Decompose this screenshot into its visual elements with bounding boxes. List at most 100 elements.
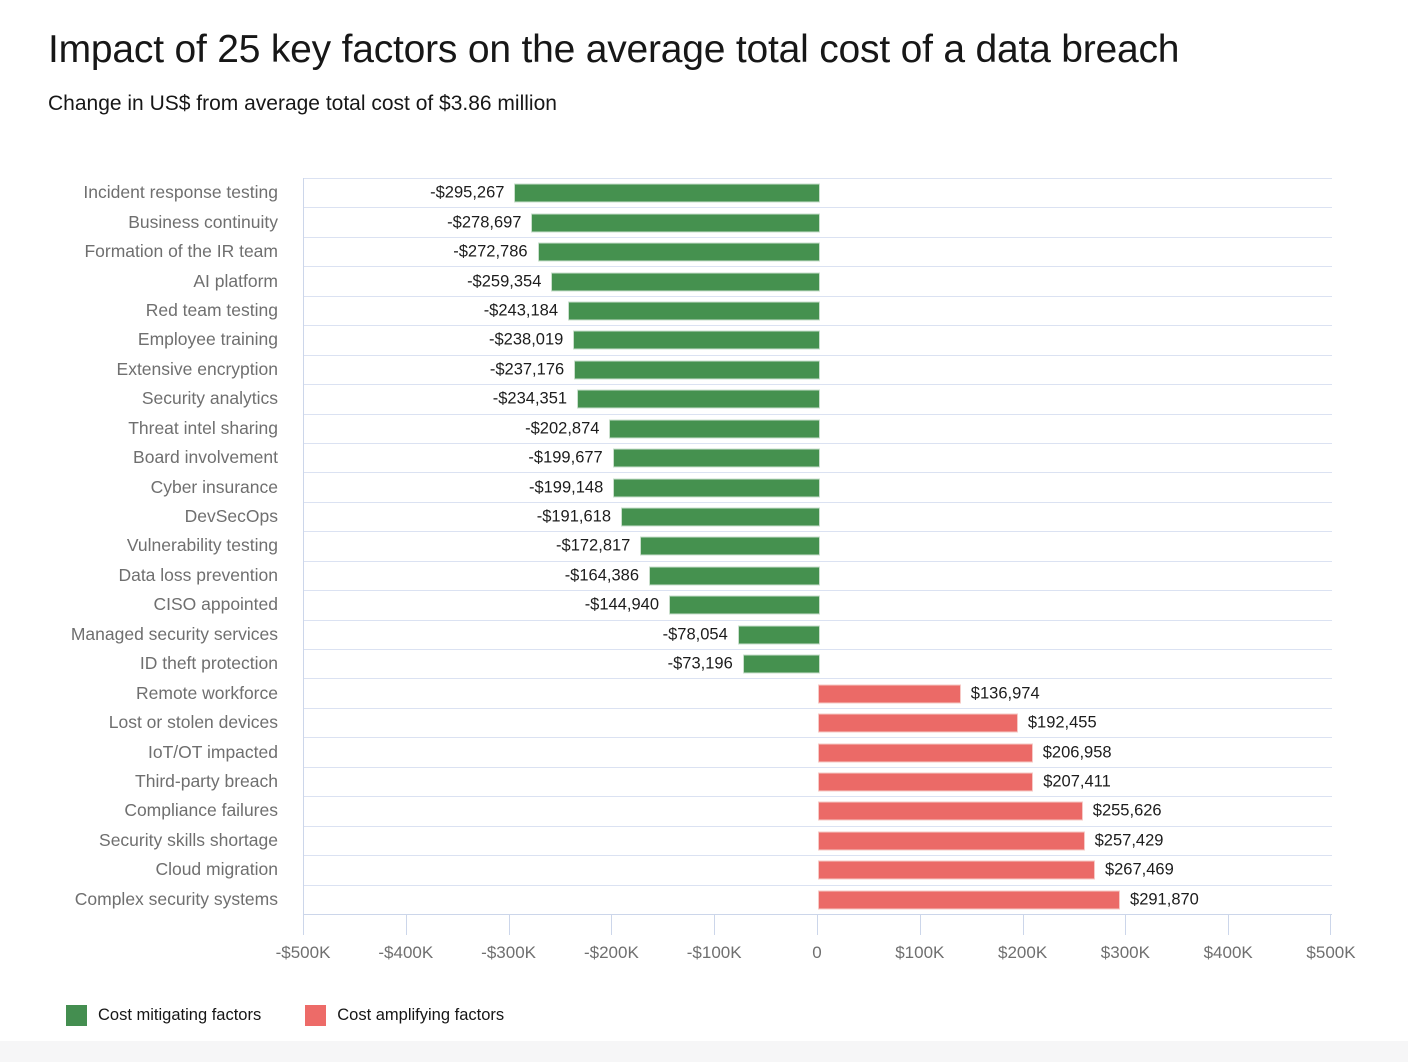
category-label: IoT/OT impacted [147, 741, 278, 762]
chart-row: $267,469 [304, 855, 1332, 884]
chart-row: -$144,940 [304, 590, 1332, 619]
bar-value-label: -$73,196 [667, 654, 733, 673]
mitigating-bar [742, 654, 820, 674]
category-label: Cyber insurance [150, 476, 278, 497]
mitigating-bar [551, 272, 820, 292]
bar-value-label: -$199,148 [528, 478, 604, 497]
legend-label: Cost amplifying factors [337, 1006, 505, 1024]
mitigating-bar [537, 242, 820, 262]
amplifying-bar [818, 831, 1085, 851]
chart-row: -$238,019 [304, 325, 1332, 354]
axis-tick-mark [611, 915, 613, 935]
category-label: Data loss prevention [118, 564, 278, 585]
bar-value-label: $206,958 [1042, 743, 1112, 762]
chart-row: -$78,054 [304, 619, 1332, 649]
mitigating-bar [669, 595, 820, 615]
category-label: Vulnerability testing [126, 535, 278, 556]
category-label: Security skills shortage [99, 829, 278, 850]
axis-tick-mark [1022, 915, 1024, 935]
chart-row: $207,411 [304, 766, 1332, 796]
bar-value-label: -$172,817 [556, 536, 631, 555]
mitigating-bar [649, 566, 820, 586]
mitigating-bar [514, 183, 820, 203]
amplifying-bar [818, 860, 1095, 880]
axis-tick-label: $500K [1306, 943, 1356, 962]
mitigating-bar [568, 301, 820, 321]
bar-value-label: $255,626 [1092, 801, 1162, 820]
chart-row: -$164,386 [304, 560, 1332, 590]
chart-row: -$259,354 [304, 266, 1332, 295]
bar-value-label: $291,870 [1130, 890, 1199, 909]
axis-tick-mark [817, 915, 818, 935]
bar-value-label: -$278,697 [447, 213, 522, 232]
category-label: ID theft protection [139, 653, 278, 674]
axis-tick-label: $100K [895, 943, 945, 962]
category-label: Employee training [137, 329, 278, 350]
axis-tick-label: -$400K [378, 943, 434, 962]
bar-value-label: $192,455 [1027, 713, 1097, 732]
axis-tick-mark [1125, 915, 1127, 935]
chart-row: -$191,618 [304, 501, 1332, 531]
axis-tick-label: -$200K [583, 943, 639, 962]
category-label: Incident response testing [83, 182, 278, 203]
bar-value-label: -$243,184 [483, 301, 559, 320]
chart-row: -$199,148 [304, 472, 1332, 501]
amplifying-bar [818, 772, 1034, 792]
mitigating-bar [621, 507, 820, 527]
category-label: Security analytics [141, 388, 278, 409]
category-label: Complex security systems [74, 888, 278, 909]
mitigating-bar [737, 625, 820, 645]
amplifying-bar [818, 684, 961, 704]
mitigating-bar [613, 478, 820, 498]
axis-tick-label: -$100K [686, 943, 742, 962]
axis-tick-mark [303, 915, 304, 935]
category-label: CISO appointed [153, 594, 278, 615]
chart-row: -$202,874 [304, 413, 1332, 443]
bar-value-label: -$144,940 [584, 595, 660, 614]
chart-row: -$295,267 [304, 178, 1332, 207]
bar-value-label: $267,469 [1104, 860, 1174, 879]
category-label: Formation of the IR team [84, 241, 278, 262]
amplifying-bar [818, 713, 1018, 733]
mitigating-bar [531, 213, 820, 233]
chart-row: -$234,351 [304, 384, 1332, 413]
amplifying-bar [818, 801, 1083, 821]
chart-row: -$172,817 [304, 531, 1332, 560]
bar-value-label: -$238,019 [489, 330, 564, 349]
bar-value-label: -$295,267 [430, 183, 505, 202]
bar-value-label: -$164,386 [564, 566, 640, 585]
bar-chart-plot-area: -$295,267 -$278,697 -$272,786 -$259,354 -$24… [303, 178, 1332, 915]
category-label: Managed security services [70, 623, 278, 644]
legend-label: Cost mitigating factors [98, 1006, 262, 1024]
category-label: Third-party breach [135, 770, 278, 791]
bar-value-label: -$272,786 [453, 242, 528, 261]
mitigating-bar [573, 330, 820, 350]
chart-row: -$272,786 [304, 236, 1332, 266]
axis-tick-label: $300K [1100, 943, 1150, 962]
bar-value-label: -$202,874 [525, 419, 600, 438]
page-title: Impact of 25 key factors on the average … [48, 28, 1180, 71]
chart-row: $291,870 [304, 884, 1332, 914]
category-label: Threat intel sharing [128, 417, 278, 438]
axis-tick-label: $400K [1203, 943, 1253, 962]
mitigating-bar [609, 419, 820, 439]
page-bottom-divider [0, 1041, 1408, 1062]
mitigating-bar [612, 448, 820, 468]
chart-row: -$73,196 [304, 649, 1332, 678]
category-label: AI platform [193, 270, 278, 291]
legend-item-amplifying: Cost amplifying factors [305, 1005, 504, 1026]
chart-row: $136,974 [304, 678, 1332, 707]
axis-tick-label: $200K [998, 943, 1048, 962]
category-label: Compliance failures [124, 800, 278, 821]
amplifying-swatch-icon [305, 1005, 327, 1026]
axis-tick-label: -$300K [481, 943, 537, 962]
page-subtitle: Change in US$ from average total cost of… [48, 92, 557, 115]
axis-tick-mark [1330, 915, 1331, 935]
chart-row: -$237,176 [304, 354, 1332, 384]
axis-tick-mark [714, 915, 716, 935]
axis-tick-mark [1228, 915, 1230, 935]
category-label: Lost or stolen devices [108, 712, 278, 733]
chart-row: $257,429 [304, 825, 1332, 855]
chart-row: $255,626 [304, 796, 1332, 825]
amplifying-bar [818, 743, 1033, 763]
